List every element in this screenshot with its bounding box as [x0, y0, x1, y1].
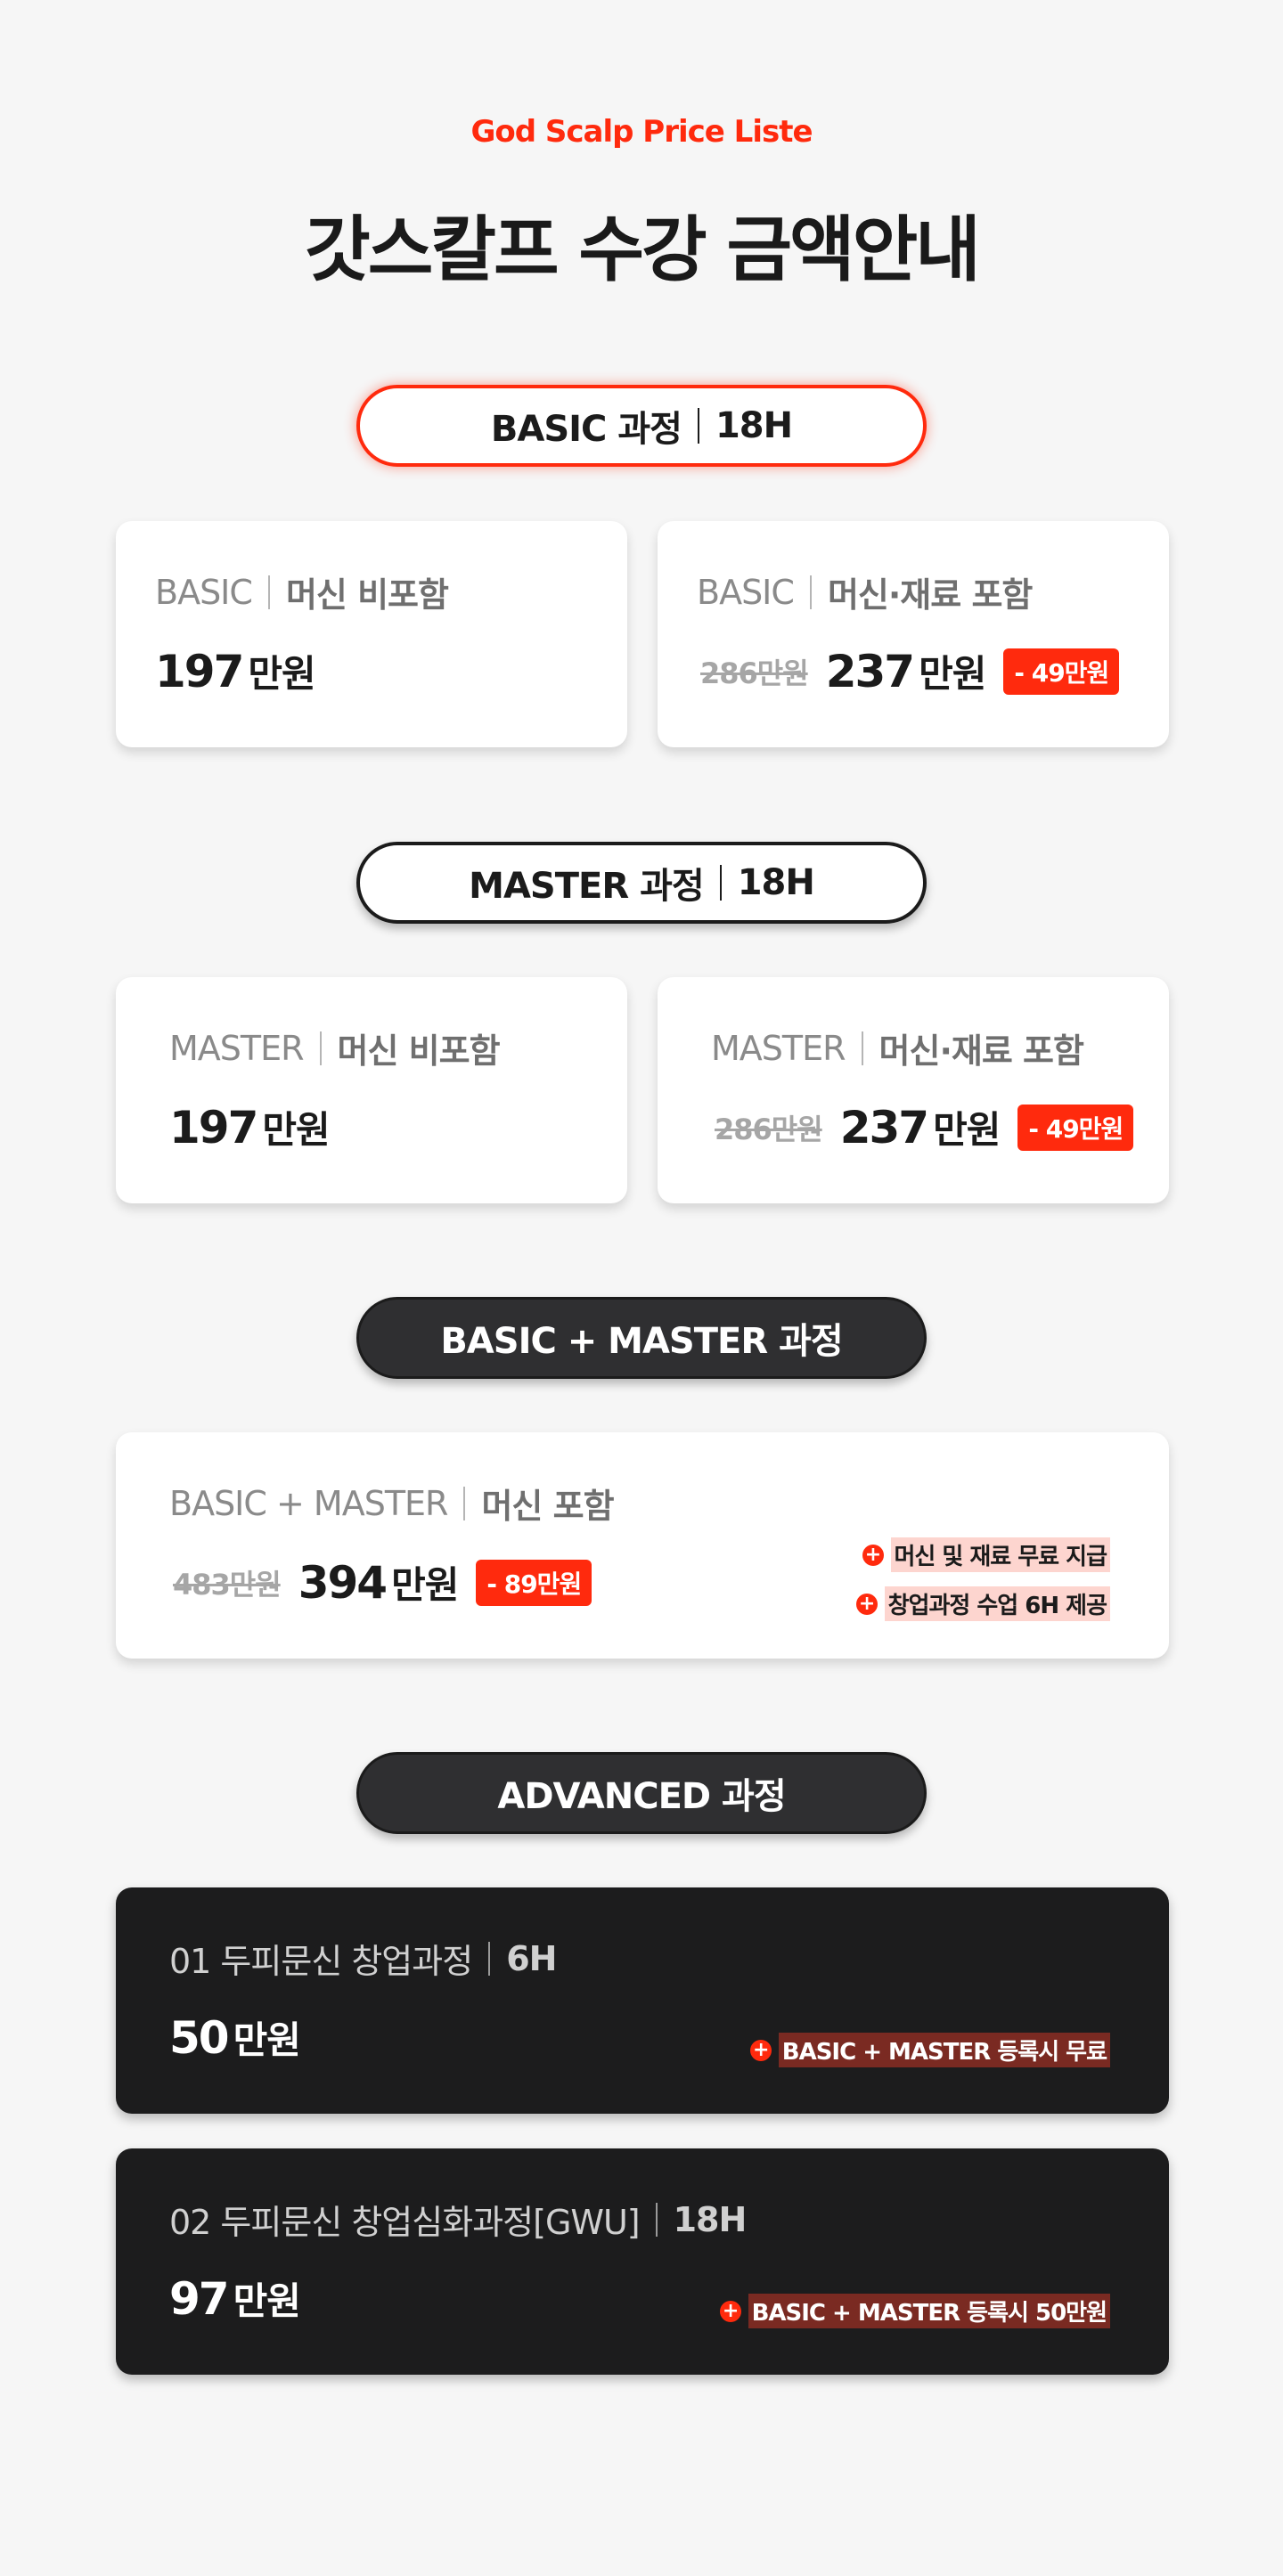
pill-course-name: ADVANCED 과정: [497, 1776, 786, 1817]
perk-text: 머신 및 재료 무료 지급: [890, 1537, 1110, 1572]
card-course: BASIC: [155, 572, 253, 612]
card-course: 01 두피문신 창업과정: [169, 1942, 473, 1981]
price-row: 286만원 237 만원 - 49만원: [715, 1100, 1134, 1154]
price-value: 197: [169, 1101, 258, 1153]
discount-badge: - 49만원: [1017, 1104, 1134, 1151]
perk-list: + BASIC + MASTER 등록시 50만원: [719, 2294, 1110, 2328]
page-title: 갓스칼프 수강 금액안내: [305, 208, 981, 291]
label-divider: [655, 2202, 658, 2237]
price-value: 50: [169, 2011, 230, 2064]
perk-item: + BASIC + MASTER 등록시 무료: [749, 2033, 1110, 2067]
perk-text: 창업과정 수업 6H 제공: [884, 1586, 1110, 1621]
original-price: 483만원: [173, 1567, 282, 1602]
master-with-machine-card: MASTER 머신·재료 포함 286만원 237 만원 - 49만원: [658, 977, 1169, 1203]
perk-item: + 창업과정 수업 6H 제공: [855, 1586, 1110, 1621]
pill-course-name: BASIC + MASTER 과정: [440, 1321, 843, 1362]
plus-circle-icon: +: [862, 1544, 884, 1566]
price-unit: 만원: [919, 652, 986, 696]
page-eyebrow: God Scalp Price Liste: [470, 114, 813, 150]
advanced-course-pill: ADVANCED 과정: [356, 1752, 927, 1834]
advanced-card-startup: 01 두피문신 창업과정 6H 50 만원 + BASIC + MASTER 등…: [116, 1887, 1169, 2114]
label-divider: [809, 575, 812, 609]
label-divider: [267, 575, 270, 609]
label-divider: [861, 1031, 863, 1065]
card-option: 머신·재료 포함: [878, 1031, 1084, 1071]
master-no-machine-card: MASTER 머신 비포함 197 만원: [116, 977, 627, 1203]
card-option: 머신·재료 포함: [827, 575, 1033, 615]
perk-text: BASIC + MASTER 등록시 무료: [778, 2033, 1110, 2067]
pill-divider: [719, 865, 722, 901]
pill-course-name: MASTER 과정: [469, 866, 705, 907]
card-course: 02 두피문신 창업심화과정[GWU]: [169, 2203, 641, 2242]
master-course-pill: MASTER 과정 18H: [356, 842, 927, 924]
combo-course-pill: BASIC + MASTER 과정: [356, 1297, 927, 1379]
price-row: 50 만원: [169, 2010, 301, 2065]
price-unit: 만원: [248, 652, 315, 696]
price-unit: 만원: [233, 2279, 301, 2323]
card-label: 02 두피문신 창업심화과정[GWU] 18H: [169, 2195, 748, 2244]
card-course: MASTER: [711, 1028, 846, 1068]
label-divider: [319, 1031, 322, 1065]
card-course: BASIC + MASTER: [169, 1483, 448, 1523]
pill-course-hours: 18H: [715, 405, 793, 446]
original-price: 286만원: [700, 656, 809, 690]
card-course: MASTER: [169, 1028, 305, 1068]
perk-item: + BASIC + MASTER 등록시 50만원: [719, 2294, 1110, 2328]
discount-badge: - 89만원: [476, 1559, 592, 1606]
price-value: 197: [155, 645, 244, 697]
card-label: 01 두피문신 창업과정 6H: [169, 1934, 557, 1983]
label-divider: [488, 1941, 491, 1976]
plus-circle-icon: +: [719, 2300, 741, 2322]
price-row: 197 만원: [169, 1100, 331, 1154]
card-label: BASIC 머신 비포함: [155, 567, 449, 616]
card-option: 머신 비포함: [337, 1031, 501, 1071]
plus-circle-icon: +: [855, 1593, 878, 1615]
price-unit: 만원: [391, 1563, 459, 1607]
price-unit: 만원: [262, 1108, 330, 1152]
card-label: MASTER 머신·재료 포함: [711, 1023, 1084, 1072]
price-row: 483만원 394 만원 - 89만원: [173, 1555, 592, 1610]
card-course: BASIC: [697, 572, 795, 612]
basic-course-pill: BASIC 과정 18H: [356, 385, 927, 467]
perk-list: + 머신 및 재료 무료 지급 + 창업과정 수업 6H 제공: [855, 1537, 1110, 1621]
price-row: 97 만원: [169, 2271, 301, 2326]
pill-course-name: BASIC 과정: [490, 409, 682, 450]
price-unit: 만원: [233, 2018, 301, 2062]
price-value: 97: [169, 2272, 230, 2325]
card-option: 머신 포함: [481, 1487, 614, 1526]
card-label: MASTER 머신 비포함: [169, 1023, 501, 1072]
pill-course-hours: 18H: [737, 862, 815, 903]
advanced-card-deep: 02 두피문신 창업심화과정[GWU] 18H 97 만원 + BASIC + …: [116, 2148, 1169, 2375]
perk-text: BASIC + MASTER 등록시 50만원: [748, 2294, 1110, 2328]
price-value: 237: [839, 1101, 929, 1153]
pill-divider: [697, 408, 699, 444]
price-row: 286만원 237 만원 - 49만원: [700, 644, 1120, 698]
card-label: BASIC 머신·재료 포함: [697, 567, 1033, 616]
card-hours: 18H: [673, 2199, 748, 2239]
card-hours: 6H: [506, 1938, 557, 1978]
discount-badge: - 49만원: [1003, 648, 1120, 695]
plus-circle-icon: +: [749, 2039, 772, 2061]
label-divider: [463, 1486, 466, 1520]
perk-list: + BASIC + MASTER 등록시 무료: [749, 2033, 1110, 2067]
price-value: 237: [825, 645, 915, 697]
price-unit: 만원: [933, 1108, 1001, 1152]
combo-card: BASIC + MASTER 머신 포함 483만원 394 만원 - 89만원…: [116, 1432, 1169, 1659]
basic-no-machine-card: BASIC 머신 비포함 197 만원: [116, 521, 627, 747]
basic-with-machine-card: BASIC 머신·재료 포함 286만원 237 만원 - 49만원: [658, 521, 1169, 747]
card-label: BASIC + MASTER 머신 포함: [169, 1479, 615, 1528]
original-price: 286만원: [715, 1112, 823, 1146]
perk-item: + 머신 및 재료 무료 지급: [862, 1537, 1110, 1572]
price-row: 197 만원: [155, 644, 316, 698]
price-value: 394: [298, 1556, 388, 1609]
card-option: 머신 비포함: [285, 575, 449, 615]
